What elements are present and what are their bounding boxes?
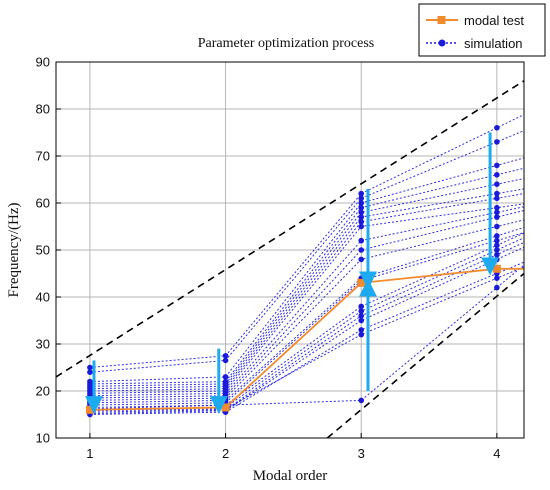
y-tick-label: 80 [36,102,50,117]
simulation-point [358,237,365,244]
modal-test-point [85,405,94,414]
simulation-point [494,195,500,202]
simulation-point [494,233,500,239]
chart-title: Parameter optimization process [198,36,375,51]
simulation-point [358,214,365,220]
gridlines [56,61,524,439]
simulation-point [494,251,500,258]
simulation-point [358,308,365,314]
reference-line-upper-bound [56,80,524,378]
simulation-point [494,204,500,211]
y-tick-label: 50 [36,243,50,258]
simulation-line [89,232,524,408]
simulation-point [494,275,500,282]
simulation-point [494,256,500,263]
axes: 10 20 30 40 50 60 70 80 90 1 2 3 4 [36,55,501,462]
simulation-line [89,219,524,401]
legend-modal-test-marker [437,16,446,24]
simulation-point [494,139,500,145]
y-tick-label: 70 [36,149,50,164]
simulation-point [358,219,365,225]
modal-test-point [221,403,230,412]
simulation-line [89,237,524,411]
simulation-line [89,130,524,373]
simulation-line [89,206,524,397]
y-tick-label: 90 [36,55,50,70]
x-tick-label: 4 [493,446,500,461]
simulation-point [358,313,365,319]
modal-test-line [89,267,524,411]
legend-simulation-marker [438,39,446,47]
simulation-point [494,172,500,178]
y-tick-label: 30 [36,337,50,352]
simulation-point [494,214,500,220]
simulation-line [89,114,524,368]
simulation-point [358,331,365,338]
modal-test-point [492,264,501,273]
simulation-point [358,247,365,253]
plot-area [56,80,524,438]
simulation-line [89,178,524,387]
simulation-point [358,200,365,206]
simulation-point [358,204,365,211]
x-tick-label: 3 [358,446,365,461]
simulation-point [358,223,365,230]
simulation-line [89,157,524,383]
legend-box [418,3,546,57]
simulation-point [494,237,500,244]
simulation-point [358,195,365,202]
simulation-point [494,162,500,169]
y-tick-label: 40 [36,290,50,305]
simulation-point [358,327,365,333]
simulation-point [358,209,365,216]
simulation-point [222,374,229,380]
simulation-point [222,352,229,359]
simulation-line [89,246,524,415]
simulation-line [89,232,524,406]
y-axis-label: Frequency/(Hz) [6,203,22,298]
legend: modal test simulation [418,3,546,57]
simulation-line [89,203,524,394]
x-tick-label: 1 [86,446,93,461]
simulation-point [494,181,500,187]
simulation-point [358,256,365,263]
simulation-point [494,190,500,197]
simulation-point [358,397,365,404]
simulation-point [494,125,500,131]
legend-simulation-label: simulation [464,36,523,51]
simulation-line [89,226,524,404]
simulation-point [494,284,500,291]
simulation-point [358,303,365,310]
simulation-point [494,223,500,230]
y-tick-label: 10 [36,431,50,446]
simulation-point [358,190,365,197]
simulation-point [494,247,500,253]
simulation-point [494,209,500,216]
simulation-line [89,210,524,399]
simulation-point [87,364,93,371]
x-axis-label: Modal order [253,468,328,484]
y-tick-label: 20 [36,384,50,399]
simulation-point [494,242,500,249]
reference-line-lower-bound [326,272,524,438]
simulation-line [89,193,524,392]
legend-modal-test-label: modal test [464,13,524,28]
simulation-point [87,369,93,376]
simulation-point [222,357,229,364]
modal-test-point [357,278,366,287]
y-tick-label: 60 [36,196,50,211]
simulation-point [358,317,365,324]
x-tick-label: 2 [222,446,229,461]
